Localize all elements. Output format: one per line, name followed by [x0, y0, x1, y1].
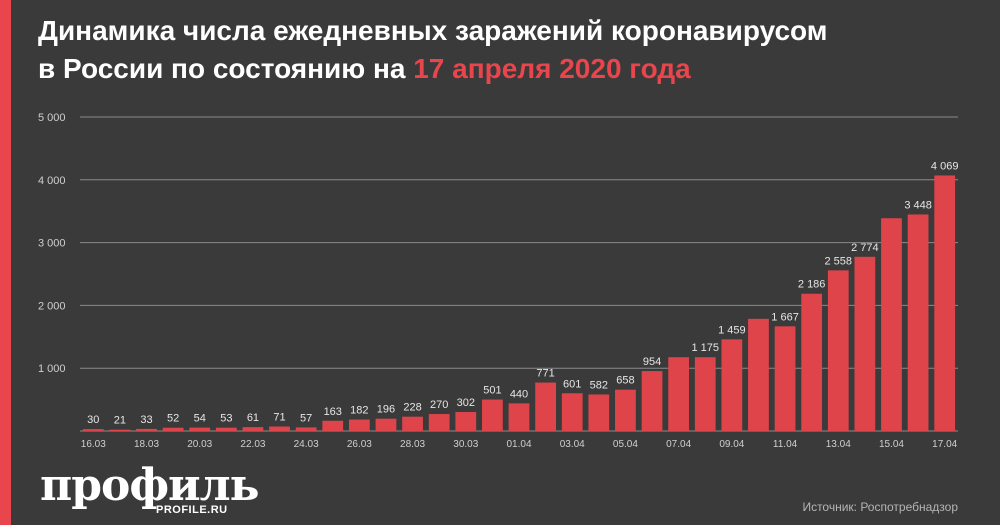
bar	[827, 270, 849, 431]
bar	[561, 393, 583, 431]
x-tick-label: 17.04	[932, 439, 957, 450]
data-label: 228	[403, 402, 421, 414]
bar	[588, 394, 610, 431]
bar	[482, 399, 503, 431]
x-tick-label: 11.04	[773, 439, 798, 450]
bar	[242, 427, 264, 431]
data-label: 57	[300, 412, 312, 424]
data-label: 196	[377, 404, 395, 416]
x-tick-label: 22.03	[240, 439, 265, 450]
data-label: 302	[457, 397, 475, 409]
data-label: 1 459	[718, 324, 746, 336]
y-tick-label: 3 000	[38, 238, 66, 250]
data-label: 658	[616, 375, 634, 387]
bar	[615, 389, 636, 431]
bar	[641, 371, 663, 431]
bar	[801, 293, 823, 431]
data-label: 582	[590, 379, 608, 391]
data-label: 771	[536, 368, 554, 380]
bar	[694, 357, 716, 431]
title-date: 17 апреля 2020 года	[413, 53, 691, 84]
data-label: 2 774	[851, 242, 879, 254]
x-tick-label: 28.03	[400, 439, 425, 450]
x-tick-label: 13.04	[826, 439, 851, 450]
x-tick-label: 30.03	[453, 439, 478, 450]
bar	[508, 403, 530, 431]
left-accent-stripe	[0, 0, 11, 525]
data-label: 601	[563, 378, 581, 390]
data-label: 1 175	[691, 342, 719, 354]
bar	[375, 418, 397, 431]
x-tick-label: 07.04	[666, 439, 691, 450]
bar	[881, 218, 902, 431]
bar	[269, 426, 290, 431]
data-label: 4 069	[931, 160, 959, 172]
brand-block: профиль PROFILE.RU	[40, 460, 260, 517]
x-tick-label: 03.04	[560, 439, 585, 450]
x-tick-label: 16.03	[81, 439, 106, 450]
data-label: 71	[273, 412, 285, 424]
data-label: 21	[114, 415, 126, 427]
data-label: 163	[324, 406, 342, 418]
x-tick-label: 18.03	[134, 439, 159, 450]
x-tick-label: 01.04	[506, 439, 531, 450]
y-tick-label: 5 000	[38, 112, 66, 124]
bar	[109, 429, 131, 431]
x-tick-label: 26.03	[347, 439, 372, 450]
bar	[907, 214, 929, 431]
x-tick-label: 20.03	[187, 439, 212, 450]
bar	[162, 427, 184, 431]
data-label: 54	[194, 413, 206, 425]
bar	[774, 326, 796, 431]
bar	[215, 427, 237, 431]
bar	[322, 420, 344, 431]
data-label: 501	[483, 385, 501, 397]
data-label: 2 186	[798, 279, 826, 291]
data-label: 2 558	[825, 255, 853, 267]
bar	[721, 339, 743, 431]
bar	[455, 412, 477, 431]
x-tick-label: 05.04	[613, 439, 638, 450]
x-tick-label: 09.04	[719, 439, 744, 450]
brand-logo: профиль	[40, 460, 260, 511]
data-label: 52	[167, 413, 179, 425]
data-label: 270	[430, 399, 448, 411]
data-label: 440	[510, 388, 528, 400]
title-line-2: в России по состоянию на 17 апреля 2020 …	[38, 50, 978, 88]
title-line-2-prefix: в России по состоянию на	[38, 53, 414, 84]
y-tick-label: 2 000	[38, 300, 66, 312]
data-label: 954	[643, 356, 661, 368]
bar	[668, 357, 690, 431]
brand-site: PROFILE.RU	[156, 504, 228, 516]
source-caption: Источник: Роспотребнадзор	[802, 500, 958, 514]
x-tick-label: 24.03	[294, 439, 319, 450]
title-line-1: Динамика числа ежедневных заражений коро…	[38, 15, 828, 46]
data-label: 61	[247, 412, 259, 424]
x-tick-label: 15.04	[879, 439, 904, 450]
bar	[136, 428, 157, 431]
y-tick-label: 4 000	[38, 175, 66, 187]
bar	[428, 414, 450, 431]
bar	[535, 382, 556, 431]
y-tick-label: 1 000	[38, 363, 66, 375]
bar	[82, 429, 104, 431]
data-label: 30	[87, 414, 99, 426]
data-label: 1 667	[771, 311, 799, 323]
bar	[402, 416, 423, 431]
bar	[295, 427, 317, 431]
data-label: 182	[350, 405, 368, 417]
bar	[854, 256, 876, 431]
bar	[189, 427, 211, 431]
bar	[748, 318, 769, 431]
chart-title: Динамика числа ежедневных заражений коро…	[38, 12, 978, 88]
data-label: 53	[220, 413, 232, 425]
data-label: 3 448	[904, 199, 932, 211]
bar	[934, 175, 956, 431]
data-label: 33	[140, 414, 152, 426]
bar	[348, 419, 370, 431]
